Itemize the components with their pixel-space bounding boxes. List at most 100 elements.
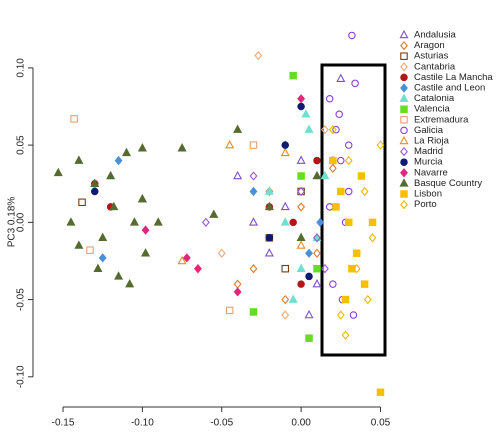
point xyxy=(313,248,321,258)
point xyxy=(249,308,258,316)
point xyxy=(296,232,306,242)
point xyxy=(351,79,359,88)
legend-marker xyxy=(400,199,408,210)
y-tick-label: 0.05 xyxy=(16,135,27,155)
point xyxy=(125,278,135,288)
point xyxy=(297,186,306,197)
point xyxy=(360,280,369,288)
point xyxy=(78,198,86,207)
point xyxy=(332,203,340,211)
y-axis-label: PC3 0.18% xyxy=(7,197,18,248)
point xyxy=(320,170,330,180)
legend-marker xyxy=(400,73,408,82)
legend-label: Navarre xyxy=(414,167,448,178)
point xyxy=(337,187,345,196)
point xyxy=(264,248,274,257)
x-tick-label: -0.10 xyxy=(131,418,154,429)
point xyxy=(348,31,356,40)
legend-marker xyxy=(400,40,408,51)
legend-label: Cantabria xyxy=(414,61,456,72)
point xyxy=(264,186,274,195)
point xyxy=(289,71,297,80)
legend-marker xyxy=(400,105,408,113)
point xyxy=(280,217,290,226)
point xyxy=(296,263,306,272)
point xyxy=(341,330,350,340)
x-tick-label: 0.05 xyxy=(371,418,391,429)
point xyxy=(281,294,290,305)
point xyxy=(233,287,242,297)
point xyxy=(325,203,334,211)
point xyxy=(153,217,163,226)
point xyxy=(304,309,314,319)
point xyxy=(281,264,289,273)
point xyxy=(248,217,259,226)
legend-marker xyxy=(399,29,409,39)
point xyxy=(344,141,353,149)
point xyxy=(312,170,322,180)
point xyxy=(305,334,313,342)
point xyxy=(368,218,377,227)
y-tick-label: -0.10 xyxy=(16,365,27,388)
point xyxy=(91,187,99,196)
point xyxy=(70,115,78,123)
point xyxy=(337,156,345,165)
point xyxy=(281,141,289,149)
point xyxy=(297,94,306,104)
y-tick-label: 0.00 xyxy=(16,212,27,232)
point xyxy=(332,125,340,134)
point xyxy=(129,217,139,226)
x-tick-label: -0.05 xyxy=(210,418,233,429)
point xyxy=(265,186,274,197)
legend-marker xyxy=(400,52,408,60)
legend-label: Castile La Mancha xyxy=(414,72,493,83)
point xyxy=(254,50,263,61)
point xyxy=(296,155,306,164)
point xyxy=(313,156,321,165)
point xyxy=(336,73,346,82)
point xyxy=(357,172,366,180)
point xyxy=(363,294,372,305)
point xyxy=(177,255,187,265)
point xyxy=(66,217,76,226)
point xyxy=(74,240,84,249)
point xyxy=(86,246,94,254)
point xyxy=(376,388,385,397)
point xyxy=(225,139,235,149)
point xyxy=(141,248,151,257)
point xyxy=(53,167,63,177)
legend-label: Extremadura xyxy=(414,114,469,125)
point xyxy=(106,170,116,180)
legend-label: Basque Country xyxy=(414,178,482,189)
legend-marker xyxy=(400,62,408,72)
point xyxy=(352,249,361,258)
point xyxy=(201,217,210,228)
y-tick-label: -0.05 xyxy=(16,288,27,311)
point xyxy=(225,306,234,315)
point xyxy=(137,143,147,152)
point xyxy=(141,225,150,235)
legend-marker xyxy=(400,126,408,135)
legend-marker xyxy=(400,116,408,124)
legend-marker xyxy=(399,135,409,145)
legend-label: Aragon xyxy=(414,40,445,51)
point xyxy=(348,264,356,273)
point xyxy=(328,163,337,173)
x-tick-label: -0.15 xyxy=(52,418,75,429)
highlight-box xyxy=(320,63,387,357)
point xyxy=(352,264,361,274)
point xyxy=(297,187,305,196)
point xyxy=(90,178,100,187)
point xyxy=(137,194,147,203)
legend-marker xyxy=(399,178,409,187)
point xyxy=(264,201,274,211)
point xyxy=(93,263,103,272)
point xyxy=(376,140,385,150)
point xyxy=(344,187,353,196)
point xyxy=(321,264,329,274)
point xyxy=(297,202,306,212)
legend-label: Catalonia xyxy=(414,93,455,104)
y-tick-label: 0.10 xyxy=(16,58,27,78)
point xyxy=(313,264,321,273)
